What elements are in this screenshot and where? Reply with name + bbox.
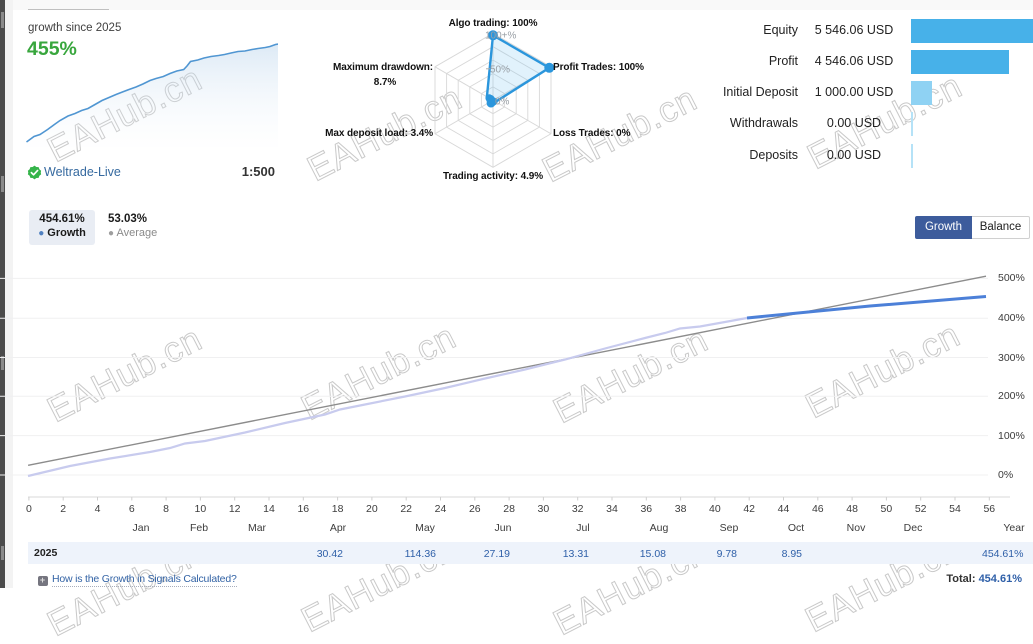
svg-text:50%: 50% (490, 64, 510, 75)
svg-text:0%: 0% (495, 96, 510, 107)
svg-text:100+%: 100+% (485, 30, 517, 41)
